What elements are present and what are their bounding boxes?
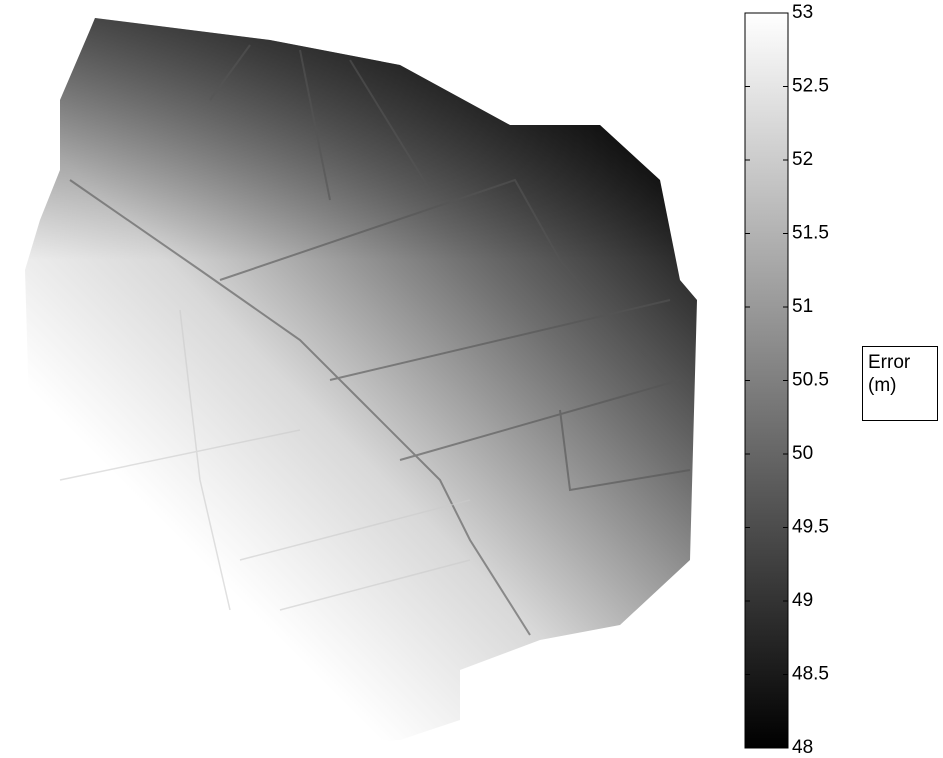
colorbar: 48 48.5 49 49.5 50 50.5 51 51.5 52 52.5 53 [745,2,829,758]
tick-label: 48.5 [792,664,829,685]
tick-label: 52.5 [792,76,829,97]
tick-label: 53 [792,2,813,23]
tick-label: 50 [792,443,813,464]
page: 48 48.5 49 49.5 50 50.5 51 51.5 52 52.5 53 Error (… [0,0,943,758]
colorbar-label: Error (m) [862,346,938,421]
tick-label: 50.5 [792,370,829,391]
raster-map [20,18,697,745]
tick-label: 49 [792,590,813,611]
tick-label: 51.5 [792,223,829,244]
tick-label: 48 [792,737,813,758]
tick-label: 49.5 [792,517,829,538]
tick-label: 51 [792,296,813,317]
tick-label: 52 [792,149,813,170]
colorbar-scale [745,13,788,748]
chart: 48 48.5 49 49.5 50 50.5 51 51.5 52 52.5 53 [0,0,943,758]
